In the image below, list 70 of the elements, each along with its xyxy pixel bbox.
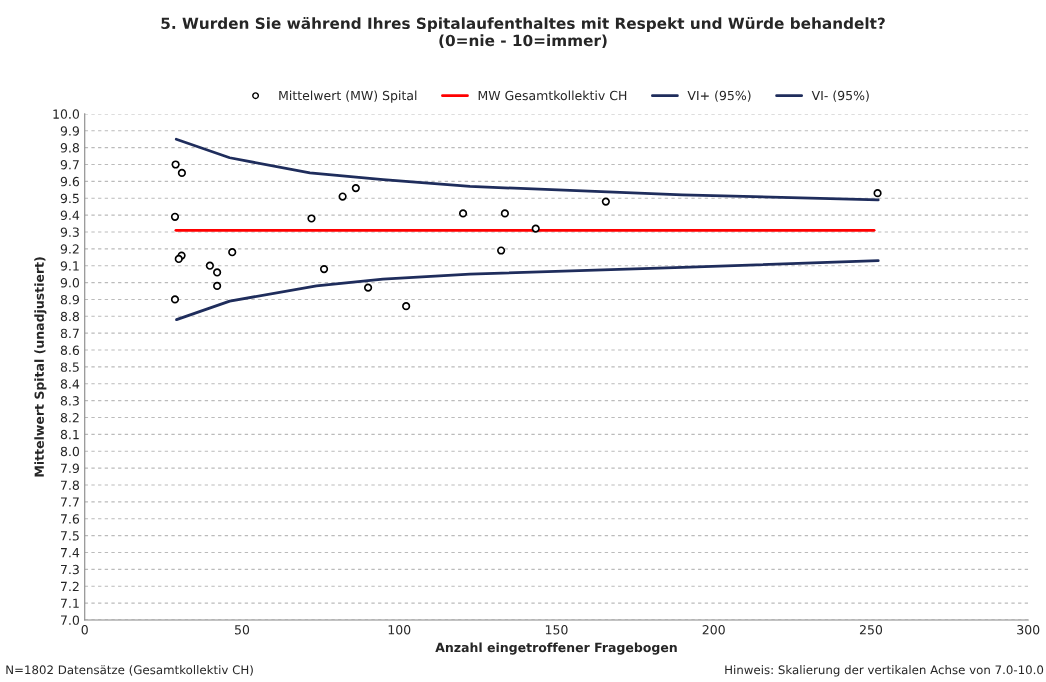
point [174, 254, 183, 264]
point [458, 209, 468, 218]
y-tick-label: 8.9 [60, 294, 79, 305]
point [500, 209, 509, 218]
text: N=1802 Datensätze (Gesamtkollektiv CH) [6, 665, 253, 676]
y-tick-label: 8.0 [60, 446, 80, 457]
y-tick-label: 9.4 [60, 210, 80, 221]
y-tick-label: 9.8 [60, 143, 80, 153]
x-tick-label: 50 [234, 625, 250, 635]
y-tick-label: 9.9 [60, 126, 79, 136]
point [873, 189, 882, 198]
point [319, 264, 329, 274]
y-tick-label: 9.7 [60, 159, 79, 170]
y-tick-label: 7.6 [61, 514, 80, 524]
y-tick-label: 9.2 [60, 244, 79, 254]
point [205, 261, 214, 270]
point [601, 197, 610, 206]
legend-label: VI+ (95%) [687, 90, 751, 102]
y-tick-label: 8.7 [60, 328, 79, 339]
x-tick-label: 250 [859, 625, 883, 635]
y-tick-label: 7.9 [61, 463, 79, 474]
legend-label: VI- (95%) [811, 90, 869, 102]
point [213, 281, 222, 291]
y-tick-label: 7.2 [61, 581, 79, 591]
y-tick-label: 8.3 [60, 396, 79, 406]
line-series [174, 137, 880, 202]
y-tick-label: 7.1 [61, 598, 79, 608]
legend-label: MW Gesamtkollektiv CH [478, 90, 627, 101]
y-tick-label: 8.2 [60, 412, 79, 423]
point [177, 168, 186, 178]
point [497, 246, 506, 255]
y-tick-label: 9.5 [60, 193, 79, 204]
chart-title: 5. Wurden Sie während Ihres Spitalaufenthaltes mit Respekt und Würde behandelt? (0=nie - 10=immer) [161, 17, 885, 48]
x-tick-label: 100 [388, 625, 411, 635]
point [213, 268, 222, 277]
y-tick-label: 7.4 [61, 548, 80, 558]
point [170, 212, 180, 221]
point [171, 160, 180, 169]
legend-label: Mittelwert (MW) Spital [279, 90, 417, 103]
y-tick-label: 9.6 [60, 176, 80, 187]
y-tick-label: 8.4 [60, 379, 80, 389]
line-series [175, 259, 880, 322]
point [351, 184, 360, 193]
y-tick-label: 8.1 [60, 429, 79, 440]
y-tick-label: 9.3 [60, 227, 79, 237]
y-tick-label: 9.1 [60, 261, 79, 271]
y-tick-label: 7.0 [61, 615, 80, 625]
y-tick-label: 7.7 [61, 497, 79, 507]
y-tick-label: 9.0 [60, 278, 80, 288]
y-tick-label: 8.6 [60, 345, 80, 355]
x-tick-label: 200 [702, 625, 725, 635]
point [307, 214, 316, 223]
y-tick-label: 8.8 [60, 311, 80, 322]
point [402, 302, 411, 311]
y-axis-title: Mittelwert Spital (unadjustiert) [34, 257, 47, 477]
x-tick-label: 0 [81, 625, 88, 635]
point [228, 248, 237, 257]
y-tick-label: 7.5 [61, 531, 79, 541]
text: Hinweis: Skalierung der vertikalen Achse von 7.0-10.0 [725, 665, 1044, 677]
y-tick-label: 8.5 [60, 362, 79, 372]
y-tick-label: 7.3 [61, 564, 79, 575]
y-tick-label: 7.8 [61, 480, 80, 490]
point [531, 224, 540, 233]
x-tick-label: 150 [545, 625, 568, 635]
x-tick-label: 300 [1017, 625, 1040, 635]
point [170, 295, 180, 304]
x-axis-title: Anzahl eingetroffener Fragebogen [435, 642, 677, 655]
point [338, 192, 347, 201]
point [363, 283, 373, 292]
y-tick-label: 10.0 [53, 109, 80, 119]
